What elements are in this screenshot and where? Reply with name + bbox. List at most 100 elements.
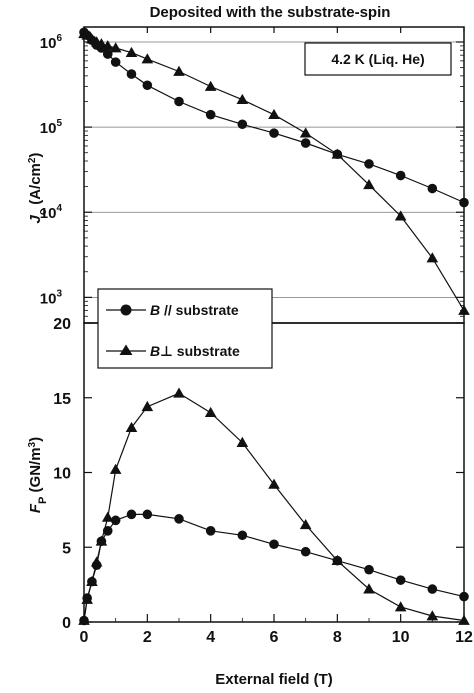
fp-perpendicular-point-6 — [109, 463, 122, 474]
legend-entry-parallel: B // substrate — [106, 302, 239, 318]
legend-label-perpendicular-b: B — [150, 343, 160, 359]
jc-perpendicular-point-18 — [458, 304, 470, 315]
jc-parallel-point-17 — [427, 183, 438, 194]
jc-parallel-point-12 — [269, 128, 279, 138]
bottom-ytick-label-4: 20 — [53, 316, 71, 333]
annotation-text: 4.2 K (Liq. He) — [331, 51, 424, 67]
top-ytick-label-exp-0: 3 — [56, 288, 62, 299]
fp-perpendicular-point-14 — [331, 554, 344, 566]
fp-parallel-point-7 — [126, 509, 137, 520]
top-ytick-label-exp-2: 5 — [56, 118, 62, 129]
top-y-label-unit-close: ) — [27, 153, 44, 158]
fp-perpendicular-line — [83, 392, 465, 622]
jc-parallel-point-11 — [237, 119, 248, 130]
jc-perpendicular-point-13 — [299, 127, 312, 138]
jc-parallel-point-7 — [126, 69, 137, 79]
bottom-panel: 0 5 10 15 20 0 2 4 6 8 10 12 FP (GN/m3) External fi… — [27, 316, 474, 688]
legend-label-parallel-rest: // substrate — [160, 302, 239, 318]
bottom-y-axis-label: FP (GN/m3) — [27, 437, 50, 513]
top-y-label-sub: c — [37, 209, 49, 215]
jc-perpendicular-point-11 — [236, 93, 249, 105]
jc-perpendicular-point-17 — [426, 252, 439, 263]
jc-parallel-point-5 — [102, 49, 113, 59]
annotation-frame — [304, 42, 452, 76]
jc-parallel-point-13 — [300, 138, 311, 148]
fp-perpendicular-point-15 — [363, 583, 375, 594]
bottom-xtick-label-0: 0 — [80, 629, 89, 646]
fp-perpendicular-point-11 — [236, 436, 249, 447]
fp-parallel-point-15 — [364, 564, 374, 575]
jc-perpendicular-point-15 — [363, 179, 375, 190]
top-y-label-main: J — [27, 214, 44, 223]
top-y-label-unit-sup: 2 — [27, 157, 38, 163]
fp-parallel-line — [83, 513, 465, 621]
bottom-y-label-unit-sup: 3 — [27, 441, 38, 447]
legend-label-perpendicular-rest: ⊥ substrate — [160, 343, 240, 359]
jc-parallel-point-10 — [205, 109, 216, 120]
fp-parallel-point-10 — [205, 526, 216, 536]
jc-perpendicular-point-10 — [204, 80, 217, 91]
top-ytick-label-exp-1: 4 — [56, 203, 62, 214]
jc-parallel-point-9 — [174, 96, 184, 107]
bottom-y-label-unit-close: ) — [27, 437, 44, 442]
legend-marker-triangle — [119, 344, 133, 355]
bottom-xtick-label-2: 4 — [206, 629, 215, 646]
legend-label-perpendicular: B⊥ substrate — [150, 343, 240, 359]
bottom-xtick-label-1: 2 — [143, 629, 152, 646]
fp-perpendicular-point-4 — [95, 535, 108, 546]
bottom-ytick-label-2: 10 — [53, 466, 71, 483]
fp-perpendicular-point-17 — [426, 610, 439, 621]
fp-parallel-point-12 — [269, 539, 279, 550]
fp-parallel-point-8 — [142, 509, 153, 520]
annotation-box: 4.2 K (Liq. He) — [304, 42, 452, 76]
fp-perpendicular-point-16 — [394, 601, 407, 612]
top-ytick-label-base-3: 10 — [40, 35, 57, 52]
fp-parallel-point-13 — [300, 546, 311, 557]
top-ytick-label-3: 106 — [40, 33, 63, 52]
jc-perpendicular-point-9 — [173, 65, 185, 76]
jc-perpendicular-point-4 — [95, 38, 108, 49]
bottom-xtick-label-6: 12 — [455, 629, 473, 646]
top-y-axis-label: Jc (A/cm2) — [27, 153, 50, 224]
fp-parallel-point-9 — [174, 514, 184, 524]
jc-parallel-point-18 — [459, 197, 469, 208]
fp-parallel-point-11 — [237, 530, 248, 541]
fp-perpendicular-point-12 — [268, 478, 280, 489]
bottom-ticks: 0 5 10 15 20 0 2 4 6 8 10 12 — [53, 316, 473, 646]
jc-parallel-point-16 — [395, 170, 406, 181]
jc-perpendicular-point-16 — [394, 210, 407, 221]
bottom-y-label-unit: (GN/m — [27, 447, 44, 496]
bottom-xtick-label-3: 6 — [270, 629, 279, 646]
top-y-label-unit: (A/cm — [27, 163, 44, 209]
jc-parallel-point-15 — [364, 159, 374, 169]
fp-parallel-point-6 — [110, 515, 121, 526]
fp-parallel-point-18 — [459, 591, 469, 602]
fp-perpendicular-point-18 — [458, 614, 470, 625]
jc-perpendicular-point-7 — [125, 46, 138, 57]
top-ytick-label-1: 104 — [40, 203, 63, 222]
fp-perpendicular-point-0 — [78, 614, 90, 625]
fp-parallel-point-17 — [427, 584, 438, 594]
jc-perpendicular-point-8 — [141, 53, 154, 64]
top-series — [78, 27, 470, 315]
top-ytick-label-base-0: 10 — [40, 290, 57, 307]
jc-perpendicular-point-5 — [101, 40, 114, 51]
jc-parallel-point-8 — [142, 80, 153, 91]
bottom-series — [78, 387, 470, 626]
top-ytick-label-exp-3: 6 — [56, 33, 62, 44]
top-ytick-label-base-1: 10 — [40, 205, 57, 222]
fp-perpendicular-point-1 — [81, 593, 93, 604]
chart-title: Deposited with the substrate-spin — [150, 4, 391, 21]
bottom-ytick-label-1: 5 — [62, 540, 71, 557]
bottom-ytick-label-3: 15 — [53, 391, 71, 408]
fp-parallel-point-16 — [395, 575, 406, 585]
fp-perpendicular-point-7 — [125, 421, 138, 432]
fp-perpendicular-point-3 — [90, 556, 103, 567]
fp-perpendicular-point-10 — [204, 406, 217, 418]
jc-perpendicular-point-6 — [109, 42, 122, 53]
top-ytick-label-2: 105 — [40, 118, 63, 137]
fp-perpendicular-point-2 — [86, 575, 98, 586]
bottom-y-label-main: F — [27, 503, 44, 513]
bottom-xtick-label-5: 10 — [392, 629, 410, 646]
